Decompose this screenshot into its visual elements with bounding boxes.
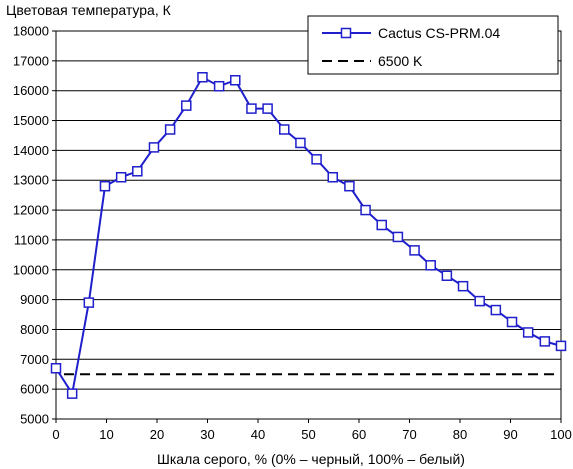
x-tick-label: 90 [503, 427, 517, 442]
x-tick-label: 40 [251, 427, 265, 442]
data-point [327, 171, 338, 183]
data-point [50, 363, 62, 374]
x-tick-label: 0 [52, 427, 59, 442]
grid-layer [56, 30, 561, 420]
legend-marker-cactus [340, 27, 352, 39]
data-point [197, 72, 208, 83]
legend-box [307, 15, 559, 75]
data-point [522, 327, 534, 338]
data-point [295, 137, 306, 149]
y-tick-label: 14000 [13, 143, 49, 158]
data-point [441, 270, 453, 281]
y-axis-title: Цветовая температура, К [6, 2, 172, 18]
data-point [344, 180, 355, 192]
data-point [409, 245, 420, 256]
data-point [392, 231, 404, 243]
x-axis-title: Шкала серого, % (0% – черный, 100% – бел… [157, 451, 465, 467]
x-tick-label: 100 [550, 427, 572, 442]
data-point [99, 180, 111, 192]
legend-label-cactus: Cactus CS-PRM.04 [378, 25, 500, 41]
data-point [246, 103, 257, 114]
data-point [230, 74, 241, 86]
y-tick-label: 8000 [20, 322, 49, 337]
x-tick-label: 30 [200, 427, 214, 442]
data-point [213, 80, 225, 92]
data-point [490, 304, 502, 316]
data-point [425, 260, 436, 271]
data-point [181, 100, 192, 111]
data-point [360, 204, 371, 216]
y-tick-label: 17000 [13, 53, 49, 68]
data-point [474, 295, 485, 307]
ticks-layer: 5000 6000 7000 8000 9000 10000 11000 12000 13000… [13, 24, 572, 443]
series-layer [50, 72, 567, 399]
data-point [132, 166, 143, 177]
data-point [457, 280, 469, 292]
y-tick-label: 6000 [20, 382, 49, 397]
x-tick-label: 10 [99, 427, 113, 442]
data-point [83, 297, 95, 308]
data-point [506, 316, 518, 328]
y-tick-label: 11000 [14, 232, 49, 247]
x-tick-label: 80 [453, 427, 467, 442]
y-tick-label: 15000 [13, 113, 49, 128]
data-point [376, 219, 387, 231]
y-tick-label: 7000 [20, 352, 49, 367]
y-tick-label: 18000 [13, 24, 49, 39]
y-tick-label: 5000 [20, 412, 49, 427]
data-point [555, 340, 567, 352]
data-point [115, 171, 127, 183]
data-point [311, 154, 322, 165]
data-point [262, 103, 273, 114]
legend: Cactus CS-PRM.04 6500 K [307, 15, 559, 75]
data-point [148, 142, 160, 153]
x-tick-label: 60 [352, 427, 366, 442]
y-tick-label: 12000 [13, 203, 49, 218]
plot-frame [55, 30, 562, 420]
data-point [279, 124, 290, 135]
y-tick-label: 9000 [20, 292, 49, 307]
y-tick-label: 13000 [13, 173, 49, 188]
data-point [539, 336, 551, 347]
series-line-cactus [55, 75, 562, 397]
y-tick-label: 16000 [13, 83, 49, 98]
data-point [164, 124, 176, 135]
x-tick-label: 20 [150, 427, 164, 442]
data-point [66, 388, 78, 399]
legend-label-6500k: 6500 K [378, 53, 423, 69]
y-tick-label: 10000 [13, 262, 49, 277]
x-tick-label: 50 [301, 427, 315, 442]
x-tick-label: 70 [402, 427, 416, 442]
